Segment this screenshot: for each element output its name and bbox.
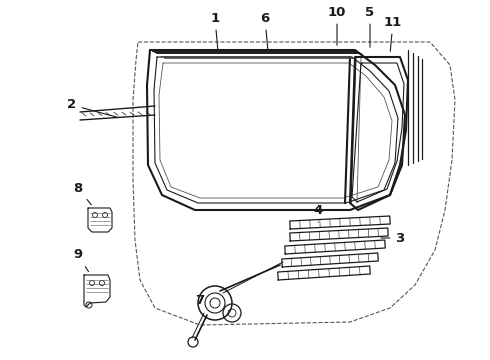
Text: 3: 3	[381, 231, 405, 244]
Text: 2: 2	[68, 99, 117, 117]
Text: 8: 8	[74, 181, 91, 205]
Text: 7: 7	[196, 293, 210, 306]
Text: 11: 11	[384, 15, 402, 51]
Text: 9: 9	[74, 248, 89, 272]
Text: 5: 5	[366, 5, 374, 47]
Text: 6: 6	[260, 12, 270, 49]
Text: 10: 10	[328, 5, 346, 45]
Text: 1: 1	[210, 12, 220, 49]
Text: 4: 4	[314, 203, 322, 222]
